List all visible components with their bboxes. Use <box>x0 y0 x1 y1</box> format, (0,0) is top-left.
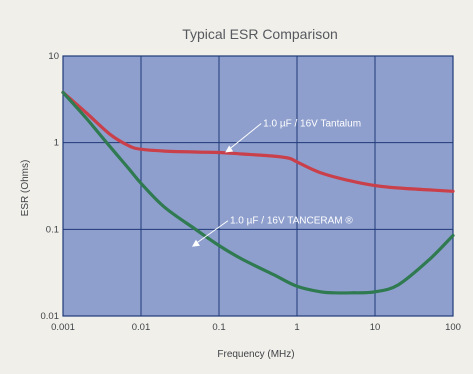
annotation-leader <box>229 123 262 149</box>
x-tick-label: 0.001 <box>51 322 75 333</box>
annotation-arrow-icon <box>225 145 234 153</box>
series-line-tanceram <box>61 90 455 295</box>
annotation-group: 1.0 µF / 16V Tantalum 1.0 µF / 16V TANCER… <box>191 119 361 247</box>
plot-border <box>62 55 454 317</box>
x-tick-label: 10 <box>370 322 381 333</box>
annotation-label: 1.0 µF / 16V TANCERAM ® <box>230 216 353 227</box>
series-line-tantalum <box>61 90 455 193</box>
x-tick-label: 100 <box>445 322 461 333</box>
x-tick-label: 1 <box>294 322 299 333</box>
y-tick-label: 0.1 <box>46 224 59 235</box>
annotation-arrow-icon <box>191 239 200 247</box>
y-tick-label: 1 <box>54 138 59 149</box>
y-axis-label: ESR (Ohms) <box>20 160 31 217</box>
x-axis-label: Frequency (MHz) <box>217 349 294 360</box>
chart-title: Typical ESR Comparison <box>182 26 338 42</box>
y-tick-label: 0.01 <box>41 311 60 322</box>
x-tick-label: 0.1 <box>212 322 225 333</box>
y-tick-label: 10 <box>48 51 59 62</box>
series-group <box>61 90 455 295</box>
plot-area <box>63 56 453 316</box>
annotation-label: 1.0 µF / 16V Tantalum <box>263 119 361 130</box>
x-tick-label: 0.01 <box>132 322 151 333</box>
annotation-leader <box>196 220 229 244</box>
